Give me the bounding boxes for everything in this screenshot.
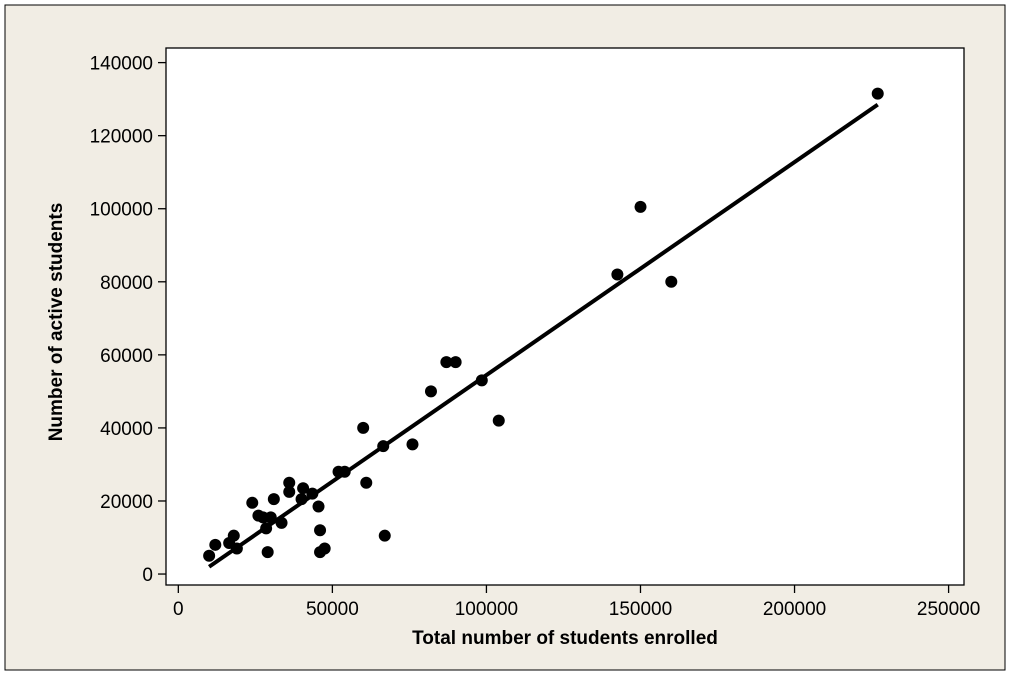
data-point [492, 414, 505, 427]
x-tick-label: 100000 [455, 599, 518, 620]
y-tick-label: 0 [142, 565, 153, 586]
data-point [449, 356, 462, 369]
data-point [203, 549, 216, 562]
y-axis-title: Number of active students [46, 203, 67, 442]
y-tick-label: 120000 [90, 127, 153, 148]
data-point [246, 496, 259, 509]
data-point [230, 542, 243, 555]
data-point [227, 529, 240, 542]
data-point [264, 511, 277, 524]
x-tick-label: 200000 [763, 599, 826, 620]
data-point [634, 200, 647, 213]
y-tick-label: 40000 [100, 419, 153, 440]
x-axis-title: Total number of students enrolled [412, 628, 718, 649]
data-point [357, 421, 370, 434]
data-point [314, 524, 327, 537]
data-point [378, 529, 391, 542]
y-tick-label: 60000 [100, 346, 153, 367]
x-tick-label: 250000 [917, 599, 980, 620]
data-point [295, 493, 308, 506]
data-point [297, 482, 310, 495]
data-point [440, 356, 453, 369]
data-point [306, 487, 319, 500]
data-point [424, 385, 437, 398]
data-point [360, 476, 373, 489]
data-point [283, 485, 296, 498]
fit-line-layer [207, 102, 879, 569]
data-point [275, 516, 288, 529]
data-point [261, 546, 274, 559]
y-axis-ticks: 0 20000 40000 60000 80000 100000 120000 140000 [90, 54, 166, 586]
data-point [611, 268, 624, 281]
data-point [475, 374, 488, 387]
x-tick-label: 0 [173, 599, 184, 620]
data-point [318, 542, 331, 555]
data-points [203, 87, 884, 562]
data-point [665, 275, 678, 288]
data-point [312, 500, 325, 513]
data-point [871, 87, 884, 100]
data-point [209, 538, 222, 551]
y-tick-label: 140000 [90, 54, 153, 75]
y-tick-label: 100000 [90, 200, 153, 221]
regression-line [207, 102, 879, 569]
data-point [260, 522, 273, 535]
x-tick-label: 50000 [306, 599, 359, 620]
data-point [377, 440, 390, 453]
x-tick-label: 150000 [609, 599, 672, 620]
x-axis-ticks: 0 50000 100000 150000 200000 250000 [173, 585, 980, 620]
y-tick-label: 20000 [100, 492, 153, 513]
data-point [283, 476, 296, 489]
data-point [406, 438, 419, 451]
data-point [267, 493, 280, 506]
y-tick-label: 80000 [100, 273, 153, 294]
data-point [338, 465, 351, 478]
